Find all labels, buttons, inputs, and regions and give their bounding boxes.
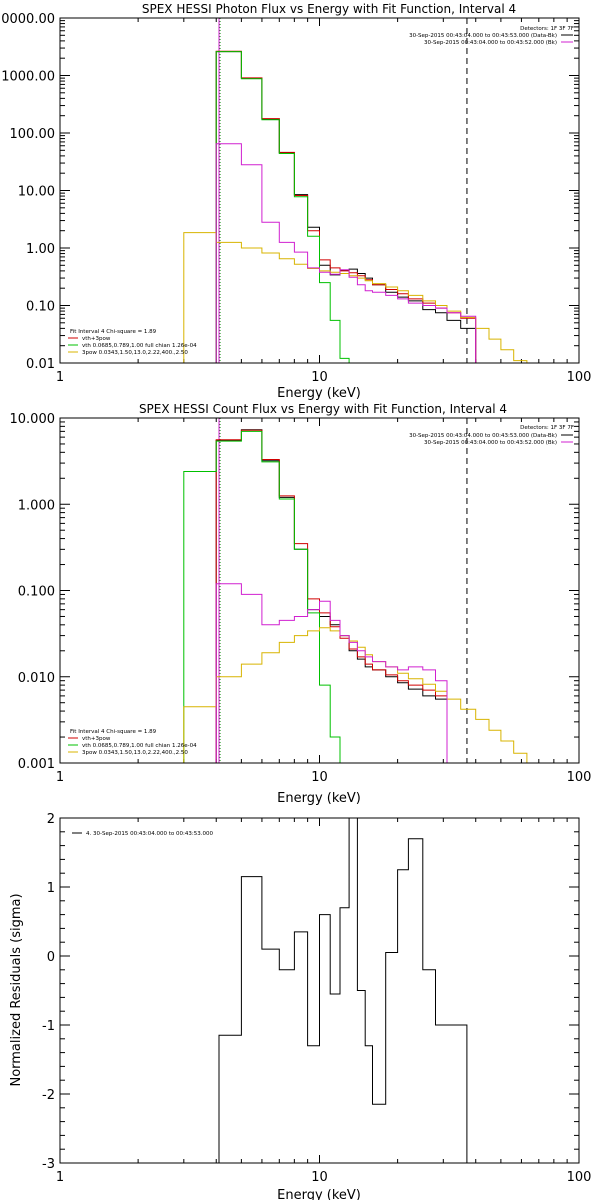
photon-series-vth	[215, 51, 358, 364]
count-series-data-bk	[215, 429, 448, 763]
photon-legend-top-text: 30-Sep-2015 00:43:04.000 to 00:43:53.000…	[409, 33, 557, 39]
residuals-x-tick-label: 10	[311, 1170, 328, 1185]
residuals-plot-area: 1 10 100 -3 -2 -1 0 1 2 4. 30-Sep-2015 00:43:04.0…	[42, 812, 591, 1185]
count-chart-title: SPEX HESSI Count Flux vs Energy with Fit…	[139, 402, 507, 416]
photon-y-tick-label: 0.01	[26, 357, 55, 372]
residuals-y-axis-title: Normalized Residuals (sigma)	[9, 893, 24, 1086]
photon-y-tick-label: 0000.00	[1, 12, 55, 27]
count-y-tick-label: 1.000	[18, 498, 55, 513]
photon-y-tick-label: 0.10	[26, 300, 55, 315]
count-legend-top-text: 30-Sep-2015 00:43:04.000 to 00:43:53.000…	[409, 433, 557, 439]
residuals-x-tick-label: 100	[567, 1170, 592, 1185]
photon-legend-text: Fit Interval 4 Chi-square = 1.89	[70, 329, 157, 335]
photon-x-tick-label: 10	[311, 370, 328, 385]
photon-plot-area: 1 10 100 0.01 0.10 1.00 10.00 100.00 1000.00 0000…	[1, 12, 591, 385]
count-legend-text: Fit Interval 4 Chi-square = 1.89	[70, 729, 157, 735]
residuals-axes-frame	[59, 817, 580, 1164]
photon-y-tick-label: 1.00	[26, 242, 55, 257]
count-y-tick-label: 0.010	[18, 671, 55, 686]
photon-legend-text: 3pow 0.0343,1.50,13.0,2.22,400.,2.50	[82, 350, 188, 356]
photon-series-3pow	[183, 232, 541, 364]
photon-x-tick-label: 1	[56, 370, 64, 385]
residuals-y-tick-label: 2	[47, 812, 55, 827]
photon-detectors-label: Detectors: 1F 3F 7F	[520, 26, 574, 32]
photon-x-tick-label: 100	[567, 370, 592, 385]
photon-legend-text: vth 0.0685,0.789,1.00 full chian 1.26e-0…	[82, 343, 197, 349]
count-y-tick-label: 0.100	[18, 585, 55, 600]
count-legend-top-text: 30-Sep-2015 00:43:04.000 to 00:43:52.000…	[424, 440, 557, 446]
residuals-y-tick-label: -3	[42, 1157, 55, 1172]
residuals-y-tick-label: -2	[42, 1088, 55, 1103]
photon-y-tick-label: 100.00	[10, 127, 56, 142]
count-x-tick-label: 100	[567, 770, 592, 785]
count-x-axis-title: Energy (keV)	[277, 791, 361, 806]
residuals-y-tick-label: 1	[47, 881, 55, 896]
count-plot-area: 1 10 100 0.001 0.010 0.100 1.000 10.000 30-Sep-2…	[10, 412, 592, 785]
count-detectors-label: Detectors: 1F 3F 7F	[520, 425, 574, 431]
count-legend-text: vth+3pow	[82, 736, 111, 742]
residuals-chart: 1 10 100 -3 -2 -1 0 1 2 4. 30-Sep-2015 00:43:04.0…	[9, 812, 591, 1200]
count-y-tick-label: 0.001	[18, 757, 55, 772]
count-series-vth-3pow	[215, 429, 448, 763]
residuals-x-tick-label: 1	[56, 1170, 64, 1185]
count-flux-chart: SPEX HESSI Count Flux vs Energy with Fit…	[10, 402, 592, 806]
residuals-series-4-30-sep-2015-00-43-04-000-to-00-43-53-000	[218, 817, 468, 1163]
count-x-tick-label: 10	[311, 770, 328, 785]
count-axes-frame	[59, 417, 580, 764]
photon-y-tick-label: 1000.00	[1, 70, 55, 85]
count-legend-text: vth 0.0685,0.789,1.00 full chian 1.26e-0…	[82, 743, 197, 749]
photon-y-tick-label: 10.00	[18, 185, 55, 200]
photon-flux-chart: SPEX HESSI Photon Flux vs Energy with Fi…	[1, 2, 591, 401]
photon-legend-top-text: 30-Sep-2015 00:43:04.000 to 00:43:52.000…	[424, 40, 557, 46]
photon-legend-text: vth+3pow	[82, 336, 111, 342]
residuals-legend-text: 4. 30-Sep-2015 00:43:04.000 to 00:43:53.…	[86, 831, 213, 837]
photon-chart-title: SPEX HESSI Photon Flux vs Energy with Fi…	[142, 2, 516, 16]
photon-axes-frame	[59, 17, 580, 364]
residuals-y-tick-label: -1	[42, 1019, 55, 1034]
photon-series-data-bk	[215, 51, 477, 363]
count-series-vth	[183, 430, 350, 764]
residuals-y-tick-label: 0	[47, 950, 55, 965]
photon-series-vth-3pow	[215, 50, 477, 363]
photon-x-axis-title: Energy (keV)	[277, 386, 361, 401]
count-x-tick-label: 1	[56, 770, 64, 785]
count-y-tick-label: 10.000	[10, 412, 56, 427]
photon-series-bk	[215, 143, 477, 363]
residuals-x-axis-title: Energy (keV)	[277, 1188, 361, 1200]
count-legend-text: 3pow 0.0343,1.50,13.0,2.22,400.,2.50	[82, 750, 188, 756]
count-series-bk	[215, 583, 448, 763]
count-series-3pow	[183, 627, 554, 764]
